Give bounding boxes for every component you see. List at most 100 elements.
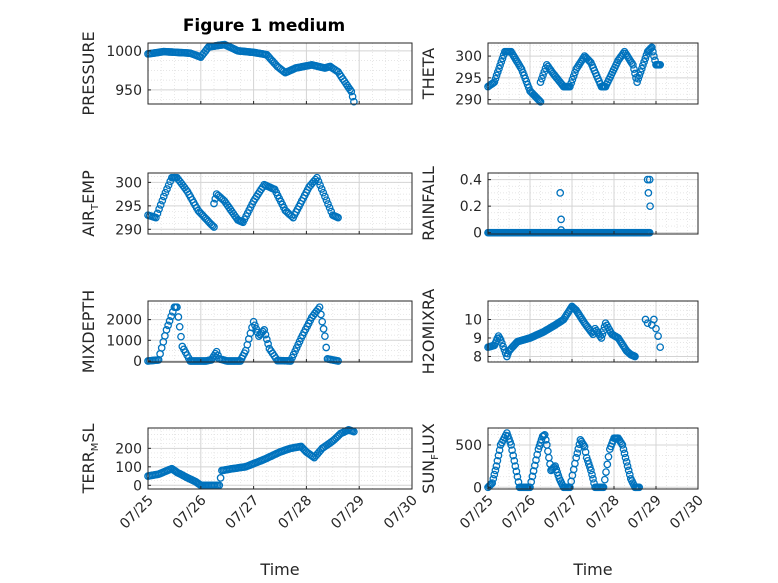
data-point [316, 181, 324, 190]
y-tick-label: 950 [115, 83, 142, 99]
data-point [314, 177, 323, 186]
data-point [604, 452, 613, 461]
y-tick-label: 1000 [106, 333, 142, 349]
data-point [155, 205, 163, 213]
data-point [566, 82, 574, 91]
data-point [630, 65, 638, 73]
data-point [597, 334, 606, 342]
data-point [629, 60, 637, 69]
data-point [491, 74, 500, 83]
data-point [489, 474, 498, 483]
data-point [621, 453, 630, 462]
data-point [654, 332, 662, 340]
data-point [212, 347, 221, 356]
y-axis-label: SUNFLUX [419, 423, 441, 493]
data-point [215, 481, 224, 490]
data-point [631, 352, 639, 361]
y-axis-label: RAINFALL [419, 166, 438, 241]
data-point [249, 317, 258, 326]
y-tick-label: 10 [464, 312, 482, 328]
data-point [567, 79, 576, 87]
data-point [493, 456, 502, 465]
data-point [167, 312, 176, 321]
data-point [334, 213, 342, 222]
y-tick-label: 0 [473, 480, 482, 496]
data-point [511, 462, 520, 470]
data-point [643, 319, 652, 328]
data-point [319, 188, 328, 197]
data-point [165, 317, 174, 325]
x-tick-label: 07/30 [381, 493, 421, 533]
data-point [497, 58, 506, 66]
data-point [557, 215, 565, 224]
x-tick-label: 07/27 [223, 493, 263, 533]
data-point [498, 339, 506, 347]
data-point [493, 68, 502, 76]
subplot-3: 290 295 300 AIRTEMP [79, 170, 413, 238]
data-point [569, 72, 578, 80]
data-point [494, 451, 503, 460]
data-point [491, 466, 500, 475]
data-point [641, 315, 650, 324]
data-point [533, 450, 542, 459]
data-point [642, 51, 651, 59]
data-point [603, 460, 612, 469]
data-point [623, 462, 632, 470]
data-point [650, 52, 658, 60]
data-point [534, 95, 543, 104]
data-point [573, 449, 582, 458]
data-point [495, 64, 503, 73]
data-point [624, 466, 633, 475]
data-point [644, 189, 653, 197]
data-point [321, 332, 329, 341]
data-point [261, 330, 270, 339]
data-point [158, 196, 167, 205]
x-tick-label: 07/28 [583, 493, 623, 533]
subplot-7: 0 100 200 TERRMSL 07/25 07/26 07/27 07/28 07/29 0… [79, 424, 421, 580]
data-point [498, 54, 507, 63]
data-point [495, 446, 504, 455]
data-point [541, 436, 550, 444]
data-point [656, 60, 665, 69]
y-axis-label: H2OMIXRA [419, 289, 438, 375]
subplot-2: 290 295 300 THETA [419, 42, 699, 109]
data-point [509, 451, 518, 460]
x-tick-label: 07/29 [625, 493, 665, 533]
data-point [492, 71, 501, 80]
axes-box [487, 427, 699, 490]
y-tick-label: 8 [473, 349, 482, 365]
y-tick-label: 9 [473, 331, 482, 347]
data-point [618, 441, 627, 449]
axes-box [147, 42, 413, 105]
data-point [315, 303, 324, 312]
data-point [208, 221, 217, 230]
data-point [602, 468, 610, 476]
data-point [526, 483, 534, 492]
data-point [159, 192, 168, 201]
data-point [567, 477, 576, 486]
data-point [347, 87, 356, 96]
data-point [513, 472, 522, 481]
x-axis-label: Time [572, 560, 612, 579]
subplot-1: 950 1000 PRESSURE [79, 31, 413, 116]
y-tick-label: 0 [133, 478, 142, 494]
data-point [252, 325, 261, 333]
data-point [622, 458, 631, 466]
y-tick-label: 1000 [106, 44, 142, 60]
figure-title: Figure 1 medium [183, 16, 345, 36]
data-point [322, 343, 331, 352]
x-axis-label: Time [259, 560, 299, 579]
data-point [646, 202, 654, 211]
data-point [348, 92, 357, 101]
y-tick-label: 2000 [106, 313, 142, 329]
x-tick-label: 07/26 [170, 492, 210, 532]
data-point [537, 74, 546, 83]
data-point [568, 75, 577, 84]
axes-box [487, 42, 699, 105]
data-point [264, 340, 272, 348]
data-point [490, 78, 499, 87]
data-point [530, 461, 539, 470]
data-point [163, 185, 171, 193]
y-tick-label: 0.4 [460, 173, 482, 189]
data-point [527, 478, 536, 486]
